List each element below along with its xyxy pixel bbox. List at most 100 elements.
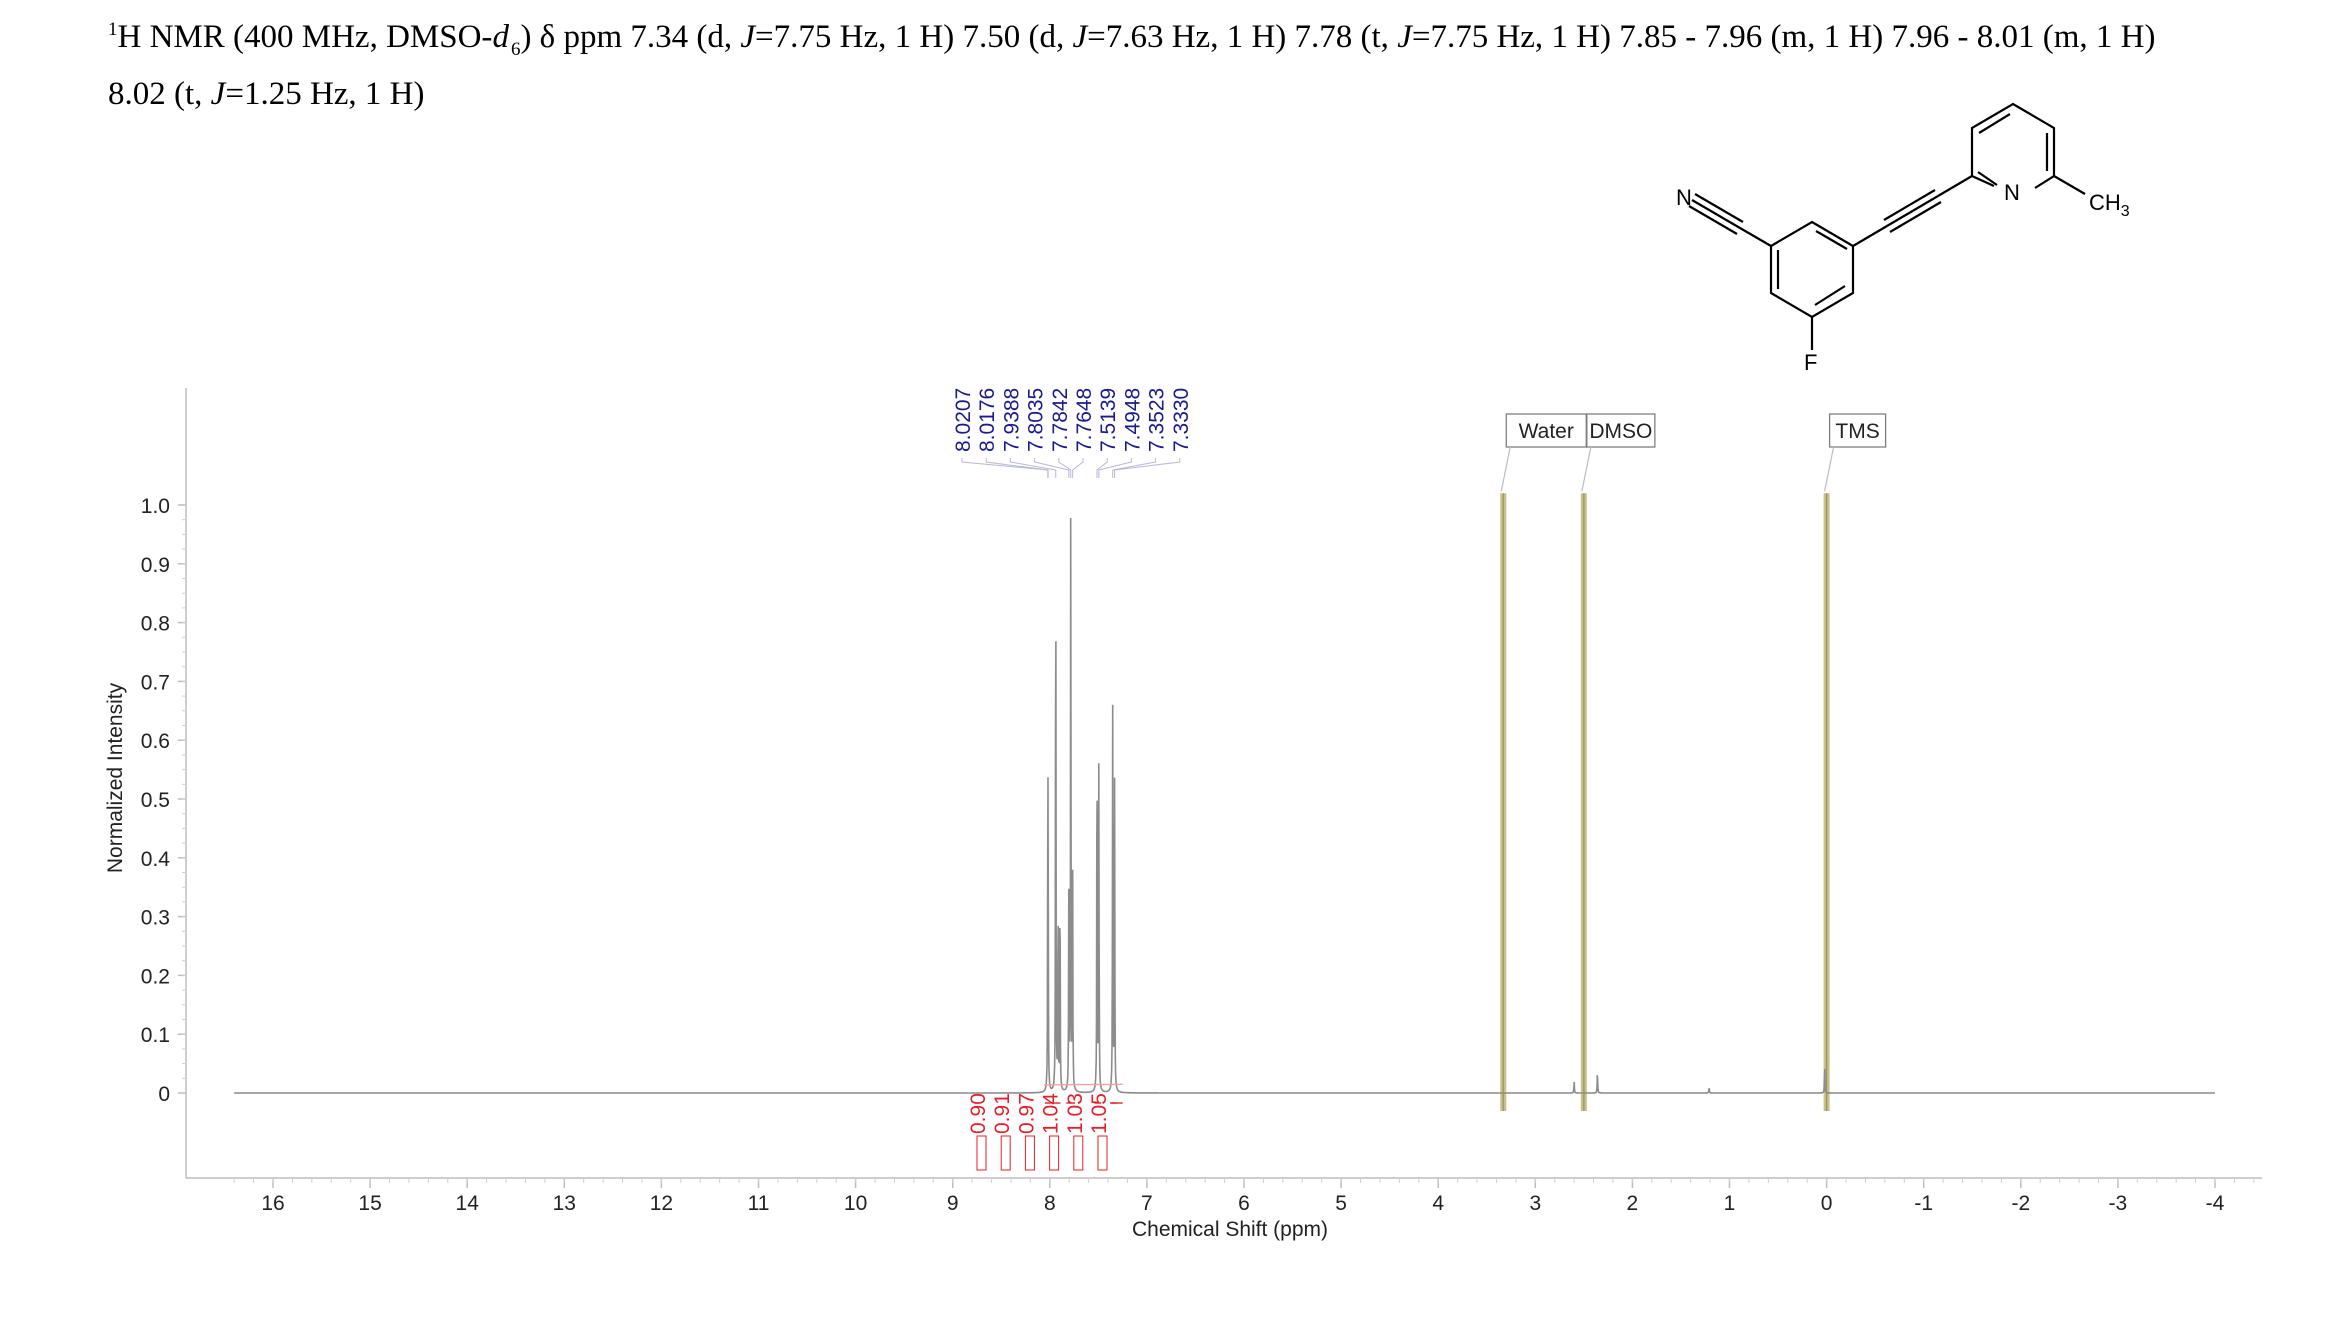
x-tick-label: 5 [1335,1192,1347,1215]
x-tick-label: 7 [1141,1192,1153,1215]
methyl-subscript: 3 [2121,203,2130,220]
solvent-label-box-tms [1828,413,1887,448]
pyridine-n-label: N [2004,180,2020,205]
solvent-label-tms: TMS [1835,420,1879,443]
x-tick-label: -2 [2011,1192,2030,1215]
peak-label: 7.3330 [1170,388,1193,452]
integral-value: 0.90 [967,1093,990,1134]
x-tick-label: -4 [2206,1192,2225,1215]
nitrile-triple-bond-3 [1688,205,1738,235]
y-tick-label: 0.8 [141,613,170,636]
y-tick-label: 0.4 [141,848,171,871]
peak-label-leader [1058,458,1072,478]
benzene-double-bond-2 [1814,285,1846,306]
desc-text-5: =7.75 Hz, 1 H) 7.85 - 7.96 (m, 1 H) 7.96… [1411,19,2156,55]
y-tick-label: 0.3 [141,907,170,930]
peak-label-leader [1114,458,1181,478]
alkyne-triple-1 [1886,195,1939,227]
integrals: 0.90 0.91 0.97 1.04 1.03 1.05 [967,1083,1123,1171]
alkyne-triple-2 [1883,189,1936,221]
integral-value: 1.03 [1064,1093,1087,1134]
x-tick-label: 9 [947,1192,959,1215]
peak-label-leader [1072,458,1084,478]
spectrum-trace [234,517,2215,1094]
desc-text-7: =1.25 Hz, 1 H) [225,76,425,112]
desc-text-3: =7.75 Hz, 1 H) 7.50 (d, [755,19,1073,55]
peak-label-leader [1098,458,1132,478]
integral-value: 0.97 [1015,1093,1038,1134]
integral-value: 1.05 [1088,1093,1111,1134]
integral-box [976,1135,987,1171]
solvent-label-leader [1581,446,1592,492]
desc-text-1: H NMR (400 MHz, DMSO- [117,19,493,55]
peak-label: 7.7648 [1073,388,1096,452]
plot-area: 00.10.20.30.40.50.60.70.80.91.0 16 15 14 13… [104,388,2262,1241]
x-tick-label: 11 [748,1192,770,1215]
x-tick-label: -1 [1914,1192,1933,1215]
nmr-description-line-1: 1H NMR (400 MHz, DMSO-d 6) δ ppm 7.34 (d,… [108,8,2308,72]
x-tick-label: 15 [358,1192,381,1215]
peak-labels: 8.0207 8.0176 7.9388 7.8035 7.7842 7.7648 7.51… [952,388,1193,478]
x-tick-label: 0 [1821,1192,1833,1215]
x-tick-label: 6 [1238,1192,1250,1215]
integral-box [1024,1135,1035,1171]
x-tick-label: -3 [2109,1192,2128,1215]
nitrile-bond-1 [1739,227,1772,247]
fluorine-label: F [1804,350,1817,375]
solvent-label-water: Water [1519,420,1574,443]
desc-text-6: 8.02 (t, [108,76,211,112]
benzene-double-bond-1 [1815,230,1848,250]
integral-box [1073,1135,1084,1171]
x-tick-label: 12 [650,1192,673,1215]
x-minor-ticks [233,1178,2255,1183]
peak-label: 7.3523 [1146,388,1169,452]
alkyne-bond-1 [1852,225,1888,247]
peak-label-leader [1096,458,1108,478]
nitrile-triple-bond-1 [1691,199,1741,229]
peak-label: 7.9388 [1000,388,1023,452]
chemical-structure [1688,102,2086,350]
pyridine-double-bond-3 [1977,171,1998,186]
integral-value: 0.91 [991,1093,1014,1134]
methyl-ch: CH [2089,190,2121,215]
x-tick-label: 14 [456,1192,480,1215]
nucleus-superscript: 1 [108,19,118,40]
x-tick-label: 1 [1724,1192,1736,1215]
solvent-italic: d [492,19,509,55]
y-tick-label: 0.9 [141,554,170,577]
peak-label: 7.8035 [1025,388,1048,452]
x-tick-label: 3 [1529,1192,1541,1215]
solvent-label-leader [1500,446,1511,492]
y-tick-label: 0 [158,1083,170,1106]
coupling-j-4: J [210,76,226,112]
x-tick-label: 4 [1432,1192,1444,1215]
pyridine-double-bond-1 [1978,113,2011,134]
x-tick-label: 8 [1044,1192,1056,1215]
y-tick-label: 1.0 [141,495,170,518]
coupling-j-2: J [1072,19,1088,55]
y-tick-label: 0.1 [141,1024,170,1047]
y-tick-label: 0.2 [141,965,170,988]
nmr-description: 1H NMR (400 MHz, DMSO-d 6) δ ppm 7.34 (d,… [108,8,2308,116]
integral-curve [1044,1083,1123,1086]
x-tick-label: 10 [844,1192,867,1215]
x-tick-label: 2 [1627,1192,1639,1215]
x-tick-label: 16 [261,1192,284,1215]
peak-label: 7.4948 [1121,388,1144,452]
benzene-ring [1769,220,1855,319]
alkyne-triple-3 [1889,201,1942,233]
y-tick-label: 0.6 [141,730,170,753]
desc-text-2: ) δ ppm 7.34 (d, [520,19,741,55]
peak-label-leader [985,458,1049,478]
x-ticks: 16 15 14 13 12 11 10 9 8 7 6 5 4 3 2 1 0 -1 -2 -3 -4 [261,1178,2225,1215]
peak-label-leader [1034,458,1070,478]
peak-label: 7.7842 [1049,388,1072,452]
methyl-bond [2053,175,2086,195]
coupling-j-1: J [740,19,756,55]
desc-text-4: =7.63 Hz, 1 H) 7.78 (t, [1087,19,1398,55]
nitrile-n-label: N [1676,185,1692,210]
integral-value: 1.04 [1040,1093,1063,1134]
solvent-label-box-dmso [1586,413,1656,448]
solvent-bands [1500,493,1830,1111]
